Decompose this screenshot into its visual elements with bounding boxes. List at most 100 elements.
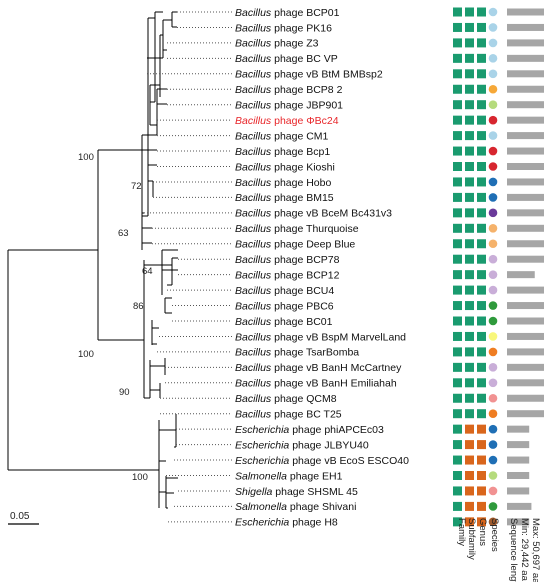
taxon-label: Bacillus phage JBP901: [235, 100, 343, 112]
species-cell: [488, 23, 498, 32]
genus-cell: [477, 192, 486, 202]
family-cell: [453, 7, 462, 17]
taxon-label: Bacillus phage PK16: [235, 22, 332, 34]
species-cell: [488, 424, 498, 434]
sequence-length-bar: [507, 240, 544, 248]
species-cell: [488, 7, 498, 17]
family-cell: [453, 254, 462, 264]
taxon-genus: Bacillus: [235, 285, 272, 297]
sequence-length-bar: [507, 178, 544, 186]
sequence-length-bar: [507, 39, 544, 47]
sequence-length-bar: [507, 286, 544, 294]
sequence-length-bar: [507, 116, 544, 124]
taxon-label: Bacillus phage vB BspM MarvelLand: [235, 331, 406, 343]
species-cell: [488, 285, 498, 295]
sequence-length-bar: [507, 101, 544, 109]
taxon-label: Bacillus phage BCP78: [235, 254, 340, 266]
taxon-name: phage BM15: [271, 192, 334, 204]
family-cell: [453, 223, 462, 233]
subfamily-cell: [465, 53, 474, 63]
genus-cell: [477, 254, 486, 264]
species-cell: [488, 455, 498, 465]
genus-cell: [477, 7, 486, 17]
genus-cell: [477, 100, 486, 110]
taxon-label: Shigella phage SHSML 45: [235, 486, 358, 498]
family-cell: [453, 501, 462, 511]
taxon-genus: Shigella: [235, 486, 273, 498]
subfamily-cell: [465, 100, 474, 110]
taxon-genus: Bacillus: [235, 300, 272, 312]
genus-cell: [477, 22, 486, 32]
subfamily-cell: [465, 254, 474, 264]
taxon-name: phage Kioshi: [271, 161, 335, 173]
taxon-name: phage vB BanH McCartney: [271, 362, 402, 374]
taxon-label: Bacillus phage vB BanH Emiliahah: [235, 378, 397, 390]
species-cell: [488, 270, 498, 279]
taxon-genus: Bacillus: [235, 130, 272, 142]
family-cell: [453, 239, 462, 249]
taxon-genus: Bacillus: [235, 22, 272, 34]
family-cell: [453, 347, 462, 357]
column-sequence-length: Sequence length: [508, 518, 519, 582]
genus-cell: [477, 455, 486, 465]
genus-cell: [477, 38, 486, 48]
taxon-label: Escherichia phage vB EcoS ESCO40: [235, 455, 409, 467]
taxon-name: phage BCP8 2: [271, 84, 342, 96]
sequence-length-bar: [507, 8, 544, 16]
family-cell: [453, 162, 462, 171]
sequence-length-bar: [507, 410, 544, 418]
species-cell: [488, 363, 498, 372]
taxon-genus: Bacillus: [235, 208, 272, 220]
genus-cell: [477, 471, 486, 480]
genus-cell: [477, 84, 486, 94]
bootstrap-value: 90: [119, 387, 130, 398]
taxon-genus: Salmonella: [235, 470, 287, 482]
family-cell: [453, 270, 462, 280]
genus-cell: [477, 501, 486, 511]
taxon-name: phage JBP901: [271, 100, 343, 112]
sequence-length-bar: [507, 54, 544, 62]
taxon-name: phage Thurquoise: [271, 223, 359, 235]
taxon-label: Salmonella phage Shivani: [235, 501, 356, 513]
species-cell: [488, 69, 498, 79]
family-cell: [453, 115, 462, 125]
taxon-label: Bacillus phage CM1: [235, 130, 329, 142]
taxon-genus: Salmonella: [235, 501, 287, 513]
taxon-genus: Bacillus: [235, 100, 272, 112]
taxon-name: phage Deep Blue: [271, 239, 355, 251]
species-cell: [488, 316, 498, 326]
subfamily-cell: [465, 393, 474, 403]
subfamily-cell: [465, 424, 474, 434]
family-cell: [453, 192, 462, 202]
bootstrap-value: 63: [118, 228, 129, 239]
taxon-genus: Bacillus: [235, 239, 272, 251]
family-cell: [453, 146, 462, 156]
sequence-length-bar: [507, 348, 544, 356]
genus-cell: [477, 239, 486, 249]
annotation-grid: [453, 7, 544, 527]
taxon-label: Bacillus phage BCP12: [235, 269, 340, 281]
column-species: Species: [489, 518, 500, 552]
column-headers: Family Subfamily Genus Species Sequence …: [456, 518, 541, 582]
column-max-length: Max: 50,697 aa: [530, 518, 541, 582]
species-cell: [488, 115, 498, 125]
taxon-label: Escherichia phage JLBYU40: [235, 439, 369, 451]
sequence-length-bar: [507, 472, 530, 479]
scale-bar: 0.05: [8, 511, 39, 525]
column-subfamily: Subfamily: [466, 518, 477, 560]
family-cell: [453, 362, 462, 372]
taxon-name: phage H8: [289, 517, 338, 529]
sequence-length-bar: [507, 502, 532, 510]
subfamily-cell: [465, 440, 474, 450]
taxon-genus: Bacillus: [235, 192, 272, 204]
taxon-name: phage PBC6: [271, 300, 334, 312]
family-cell: [453, 84, 462, 94]
family-cell: [453, 331, 462, 341]
taxon-name: phage Hobo: [271, 177, 331, 189]
taxon-name: phage PK16: [271, 22, 332, 34]
taxon-genus: Bacillus: [235, 69, 272, 81]
subfamily-cell: [465, 146, 474, 156]
sequence-length-bar: [507, 441, 530, 449]
column-family: Family: [456, 518, 467, 546]
